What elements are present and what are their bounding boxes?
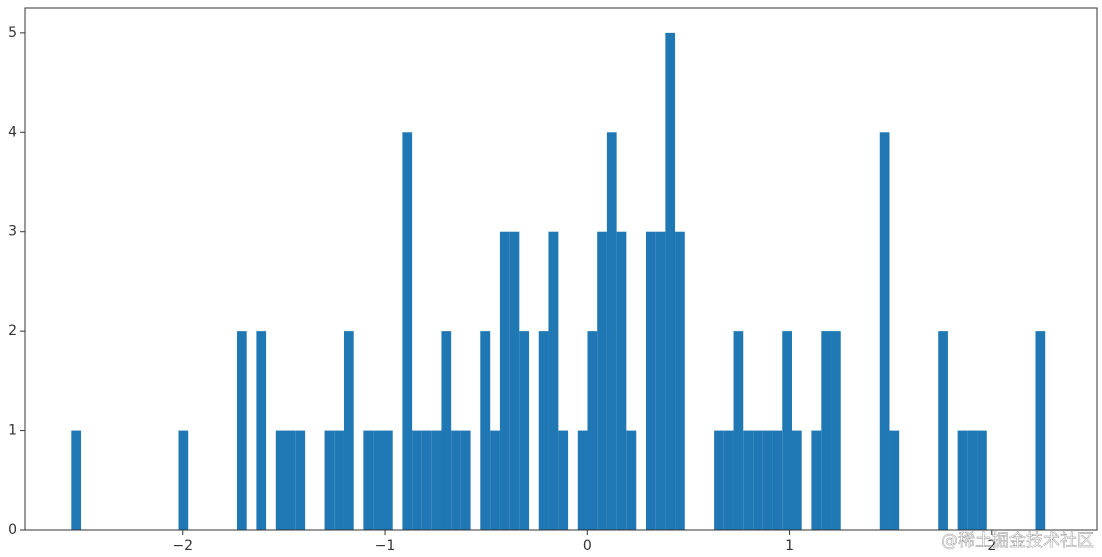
bar — [431, 430, 442, 530]
y-tick-label: 3 — [8, 224, 17, 240]
bar — [275, 430, 286, 530]
bar — [295, 430, 306, 530]
bar — [558, 430, 569, 530]
y-tick-label: 0 — [8, 522, 17, 538]
bar — [665, 32, 676, 530]
bar — [490, 430, 500, 530]
bar — [538, 331, 549, 530]
x-tick-label: −1 — [375, 538, 396, 554]
bar — [519, 331, 530, 530]
bar — [383, 430, 393, 530]
bar — [889, 430, 900, 530]
bar — [753, 430, 763, 530]
bar — [402, 132, 413, 531]
bar — [421, 430, 432, 530]
bar — [343, 331, 354, 530]
bar — [285, 430, 296, 530]
bar — [957, 430, 968, 530]
x-tick-label: −2 — [172, 538, 193, 554]
bar — [256, 331, 267, 530]
bar — [831, 331, 841, 530]
bar — [1035, 331, 1046, 530]
y-tick-label: 4 — [8, 124, 17, 140]
x-tick-label: 2 — [987, 538, 996, 554]
bar — [587, 331, 598, 530]
bar — [363, 430, 374, 530]
bar — [71, 430, 82, 530]
bar — [714, 430, 724, 530]
bar — [967, 430, 978, 530]
bar — [821, 331, 832, 530]
bar — [879, 132, 890, 531]
y-tick-label: 2 — [8, 323, 17, 339]
y-tick-label: 1 — [8, 423, 17, 439]
bar — [977, 430, 987, 530]
bar — [743, 430, 754, 530]
bar — [178, 430, 189, 530]
bar — [236, 331, 247, 530]
plot-frame — [24, 7, 1098, 531]
bar — [597, 231, 607, 530]
bar — [645, 231, 656, 530]
bar — [782, 331, 792, 530]
bar — [772, 430, 783, 530]
bar — [441, 331, 452, 530]
bar — [762, 430, 773, 530]
bar — [373, 430, 384, 530]
bar — [577, 430, 588, 530]
bar — [626, 430, 637, 530]
bar — [723, 430, 734, 530]
y-tick-label: 5 — [8, 25, 17, 41]
bar — [791, 430, 802, 530]
watermark: @稀土掘金技术社区 — [941, 531, 1094, 551]
bar — [324, 430, 335, 530]
bar — [460, 430, 471, 530]
bar — [616, 231, 627, 530]
bar — [675, 231, 685, 530]
bar — [655, 231, 666, 530]
x-tick-label: 1 — [785, 538, 794, 554]
x-tick-label: 0 — [583, 538, 592, 554]
bar — [733, 331, 744, 530]
bar — [938, 331, 948, 530]
bar — [451, 430, 461, 530]
bar — [509, 231, 520, 530]
bar — [412, 430, 422, 530]
bar — [480, 331, 491, 530]
bar — [499, 231, 510, 530]
bar — [811, 430, 822, 530]
bar — [334, 430, 344, 530]
bar — [548, 231, 559, 530]
bar — [606, 132, 617, 531]
